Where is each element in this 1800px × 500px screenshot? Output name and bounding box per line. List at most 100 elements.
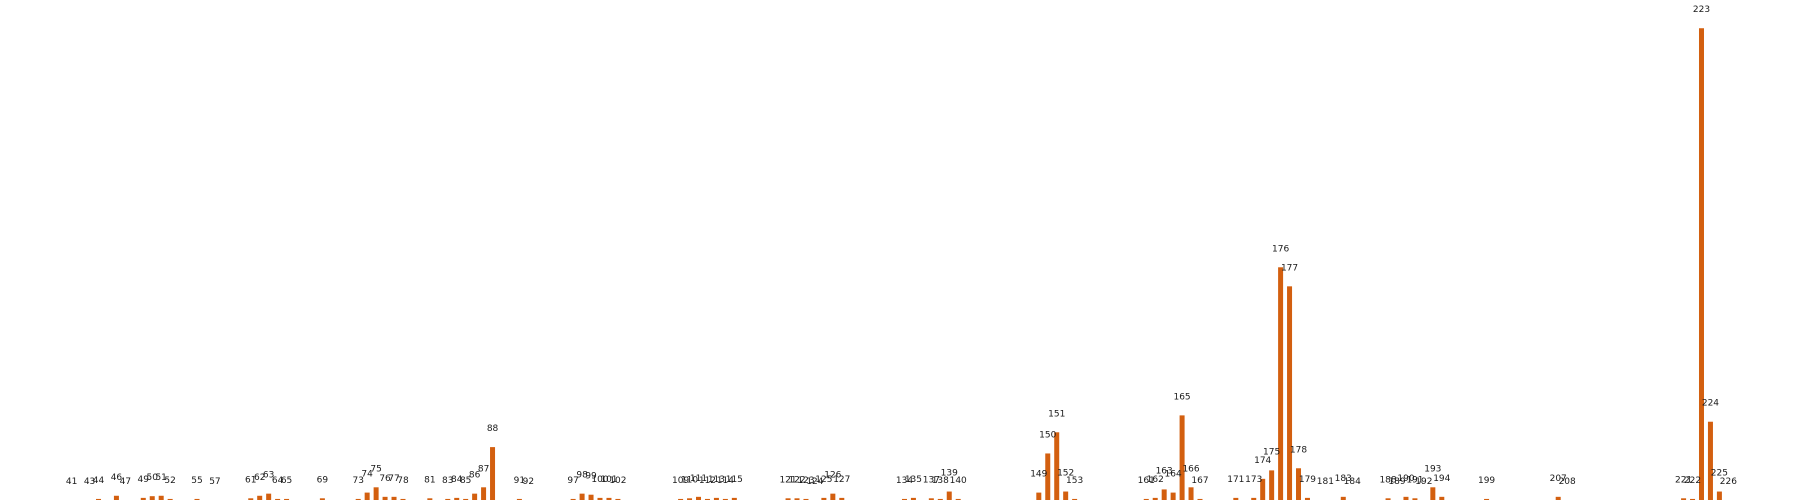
bar-207 [1555, 496, 1561, 500]
bar-193 [1430, 487, 1436, 500]
data-label-189: 189 [1388, 477, 1405, 487]
data-label-75: 75 [370, 464, 381, 474]
data-label-183: 183 [1335, 474, 1352, 484]
bar-98 [579, 493, 585, 500]
bar-75 [373, 487, 379, 500]
bar-176 [1278, 267, 1284, 500]
data-label-162: 162 [1147, 475, 1164, 485]
bar-165 [1179, 415, 1185, 500]
bar-101 [606, 497, 612, 500]
data-label-51: 51 [155, 473, 166, 483]
data-label-193: 193 [1424, 464, 1441, 474]
data-label-138: 138 [932, 476, 949, 486]
data-label-73: 73 [352, 476, 363, 486]
data-label-165: 165 [1173, 392, 1190, 402]
data-label-98: 98 [576, 471, 588, 481]
bar-62 [257, 495, 263, 500]
bar-85 [463, 498, 469, 500]
data-label-55: 55 [191, 476, 202, 486]
data-label-225: 225 [1711, 469, 1728, 479]
bar-164 [1170, 492, 1176, 500]
data-label-41: 41 [66, 477, 77, 487]
bar-224 [1707, 421, 1713, 500]
data-label-179: 179 [1299, 475, 1316, 485]
bar-109 [678, 498, 684, 500]
data-label-43: 43 [84, 477, 95, 487]
data-label-111: 111 [690, 474, 707, 484]
bar-78 [400, 498, 406, 500]
bar-91 [516, 498, 522, 500]
bar-115 [731, 497, 737, 500]
bar-162 [1152, 497, 1158, 500]
bar-61 [248, 498, 254, 500]
bar-74 [364, 492, 370, 500]
bar-99 [588, 494, 594, 500]
bar-49 [140, 497, 146, 500]
bar-55 [194, 498, 200, 500]
data-label-137: 137 [923, 475, 940, 485]
bar-183 [1340, 496, 1346, 500]
data-label-52: 52 [164, 476, 175, 486]
bar-134 [901, 498, 907, 500]
data-label-134: 134 [896, 476, 913, 486]
data-label-171: 171 [1227, 475, 1244, 485]
data-label-151: 151 [1048, 409, 1065, 419]
bar-125 [821, 497, 827, 500]
bar-166 [1188, 487, 1194, 500]
bar-149 [1036, 492, 1042, 500]
bar-111 [696, 496, 702, 500]
data-label-164: 164 [1165, 470, 1182, 480]
bar-139 [946, 491, 952, 500]
data-label-114: 114 [717, 476, 734, 486]
bar-191 [1412, 498, 1418, 500]
data-label-101: 101 [600, 475, 617, 485]
data-label-109: 109 [672, 476, 689, 486]
bar-167 [1197, 498, 1203, 500]
data-label-47: 47 [120, 477, 131, 487]
data-label-177: 177 [1281, 263, 1298, 273]
bar-110 [687, 498, 693, 500]
data-label-190: 190 [1397, 474, 1414, 484]
data-label-85: 85 [460, 476, 471, 486]
bar-126 [830, 493, 836, 500]
data-label-64: 64 [272, 476, 284, 486]
bar-151 [1054, 432, 1060, 500]
bar-63 [266, 493, 272, 500]
data-label-153: 153 [1066, 476, 1083, 486]
data-label-125: 125 [815, 475, 832, 485]
data-label-57: 57 [209, 477, 220, 487]
data-label-78: 78 [397, 476, 409, 486]
bar-83 [445, 498, 451, 500]
data-label-99: 99 [585, 472, 597, 482]
bar-122 [794, 498, 800, 500]
bar-161 [1143, 498, 1149, 500]
data-label-150: 150 [1039, 430, 1056, 440]
data-label-63: 63 [263, 471, 274, 481]
data-label-194: 194 [1433, 474, 1450, 484]
bar-194 [1439, 496, 1445, 500]
data-label-61: 61 [245, 475, 256, 485]
bar-188 [1385, 498, 1391, 500]
data-label-46: 46 [111, 473, 123, 483]
data-label-49: 49 [138, 475, 150, 485]
bar-225 [1716, 491, 1722, 500]
bar-150 [1045, 453, 1051, 500]
data-label-74: 74 [361, 470, 373, 480]
bar-121 [785, 498, 791, 500]
bar-112 [704, 498, 710, 500]
data-label-181: 181 [1317, 477, 1334, 487]
data-label-166: 166 [1182, 464, 1199, 474]
data-label-199: 199 [1478, 476, 1495, 486]
bar-127 [839, 497, 845, 500]
data-label-77: 77 [388, 474, 399, 484]
bar-135 [910, 497, 916, 500]
bar-64 [275, 498, 281, 500]
data-label-222: 222 [1684, 476, 1701, 486]
data-label-175: 175 [1263, 447, 1280, 457]
data-label-110: 110 [681, 475, 698, 485]
bar-44 [96, 498, 102, 500]
bar-69 [319, 498, 325, 500]
bar-50 [149, 496, 155, 500]
data-label-188: 188 [1379, 475, 1396, 485]
data-label-139: 139 [941, 469, 958, 479]
